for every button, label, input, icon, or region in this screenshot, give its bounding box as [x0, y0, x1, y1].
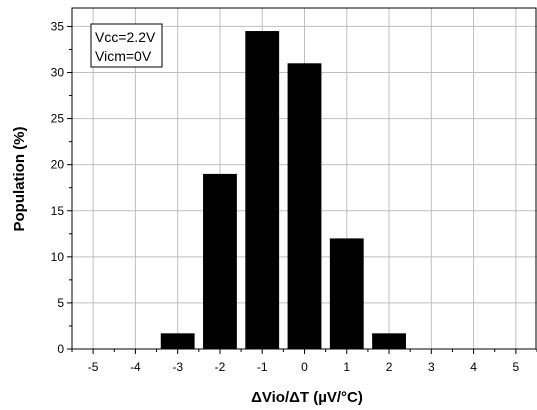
y-tick-label: 15 [51, 204, 65, 218]
y-tick-label: 30 [51, 66, 65, 80]
y-tick-label: 10 [51, 250, 65, 264]
x-tick-label: -5 [88, 360, 99, 374]
y-tick-label: 25 [51, 112, 65, 126]
x-tick-label: -4 [130, 360, 141, 374]
legend-line-vcc: Vcc=2.2V [95, 29, 156, 45]
y-tick-label: 35 [51, 19, 65, 33]
x-tick-label: -2 [215, 360, 226, 374]
x-tick-label: -3 [172, 360, 183, 374]
x-tick-label: 3 [428, 360, 435, 374]
legend-line-vicm: Vicm=0V [95, 48, 152, 64]
x-axis-label: ΔVio/ΔT (µV/°C) [251, 389, 363, 406]
y-axis-label: Population (%) [11, 127, 28, 232]
bar [245, 31, 280, 350]
x-tick-label: 4 [470, 360, 477, 374]
bars [160, 31, 406, 350]
bar [372, 333, 406, 349]
y-tick-label: 20 [51, 158, 65, 172]
x-tick-label: 5 [513, 360, 520, 374]
x-tick-label: 1 [343, 360, 350, 374]
bar [160, 333, 195, 349]
ticks: -5 -4 -3 -2 -1 0 1 2 3 4 5 0 5 10 15 20 25 30 35 [51, 19, 537, 374]
bar [329, 238, 364, 349]
y-tick-label: 0 [57, 342, 64, 356]
y-tick-label: 5 [57, 296, 64, 310]
legend-box: Vcc=2.2V Vicm=0V [90, 23, 163, 68]
bar [203, 173, 237, 349]
x-tick-label: -1 [257, 360, 268, 374]
x-tick-label: 0 [301, 360, 308, 374]
x-tick-label: 2 [386, 360, 393, 374]
bar [287, 63, 322, 349]
